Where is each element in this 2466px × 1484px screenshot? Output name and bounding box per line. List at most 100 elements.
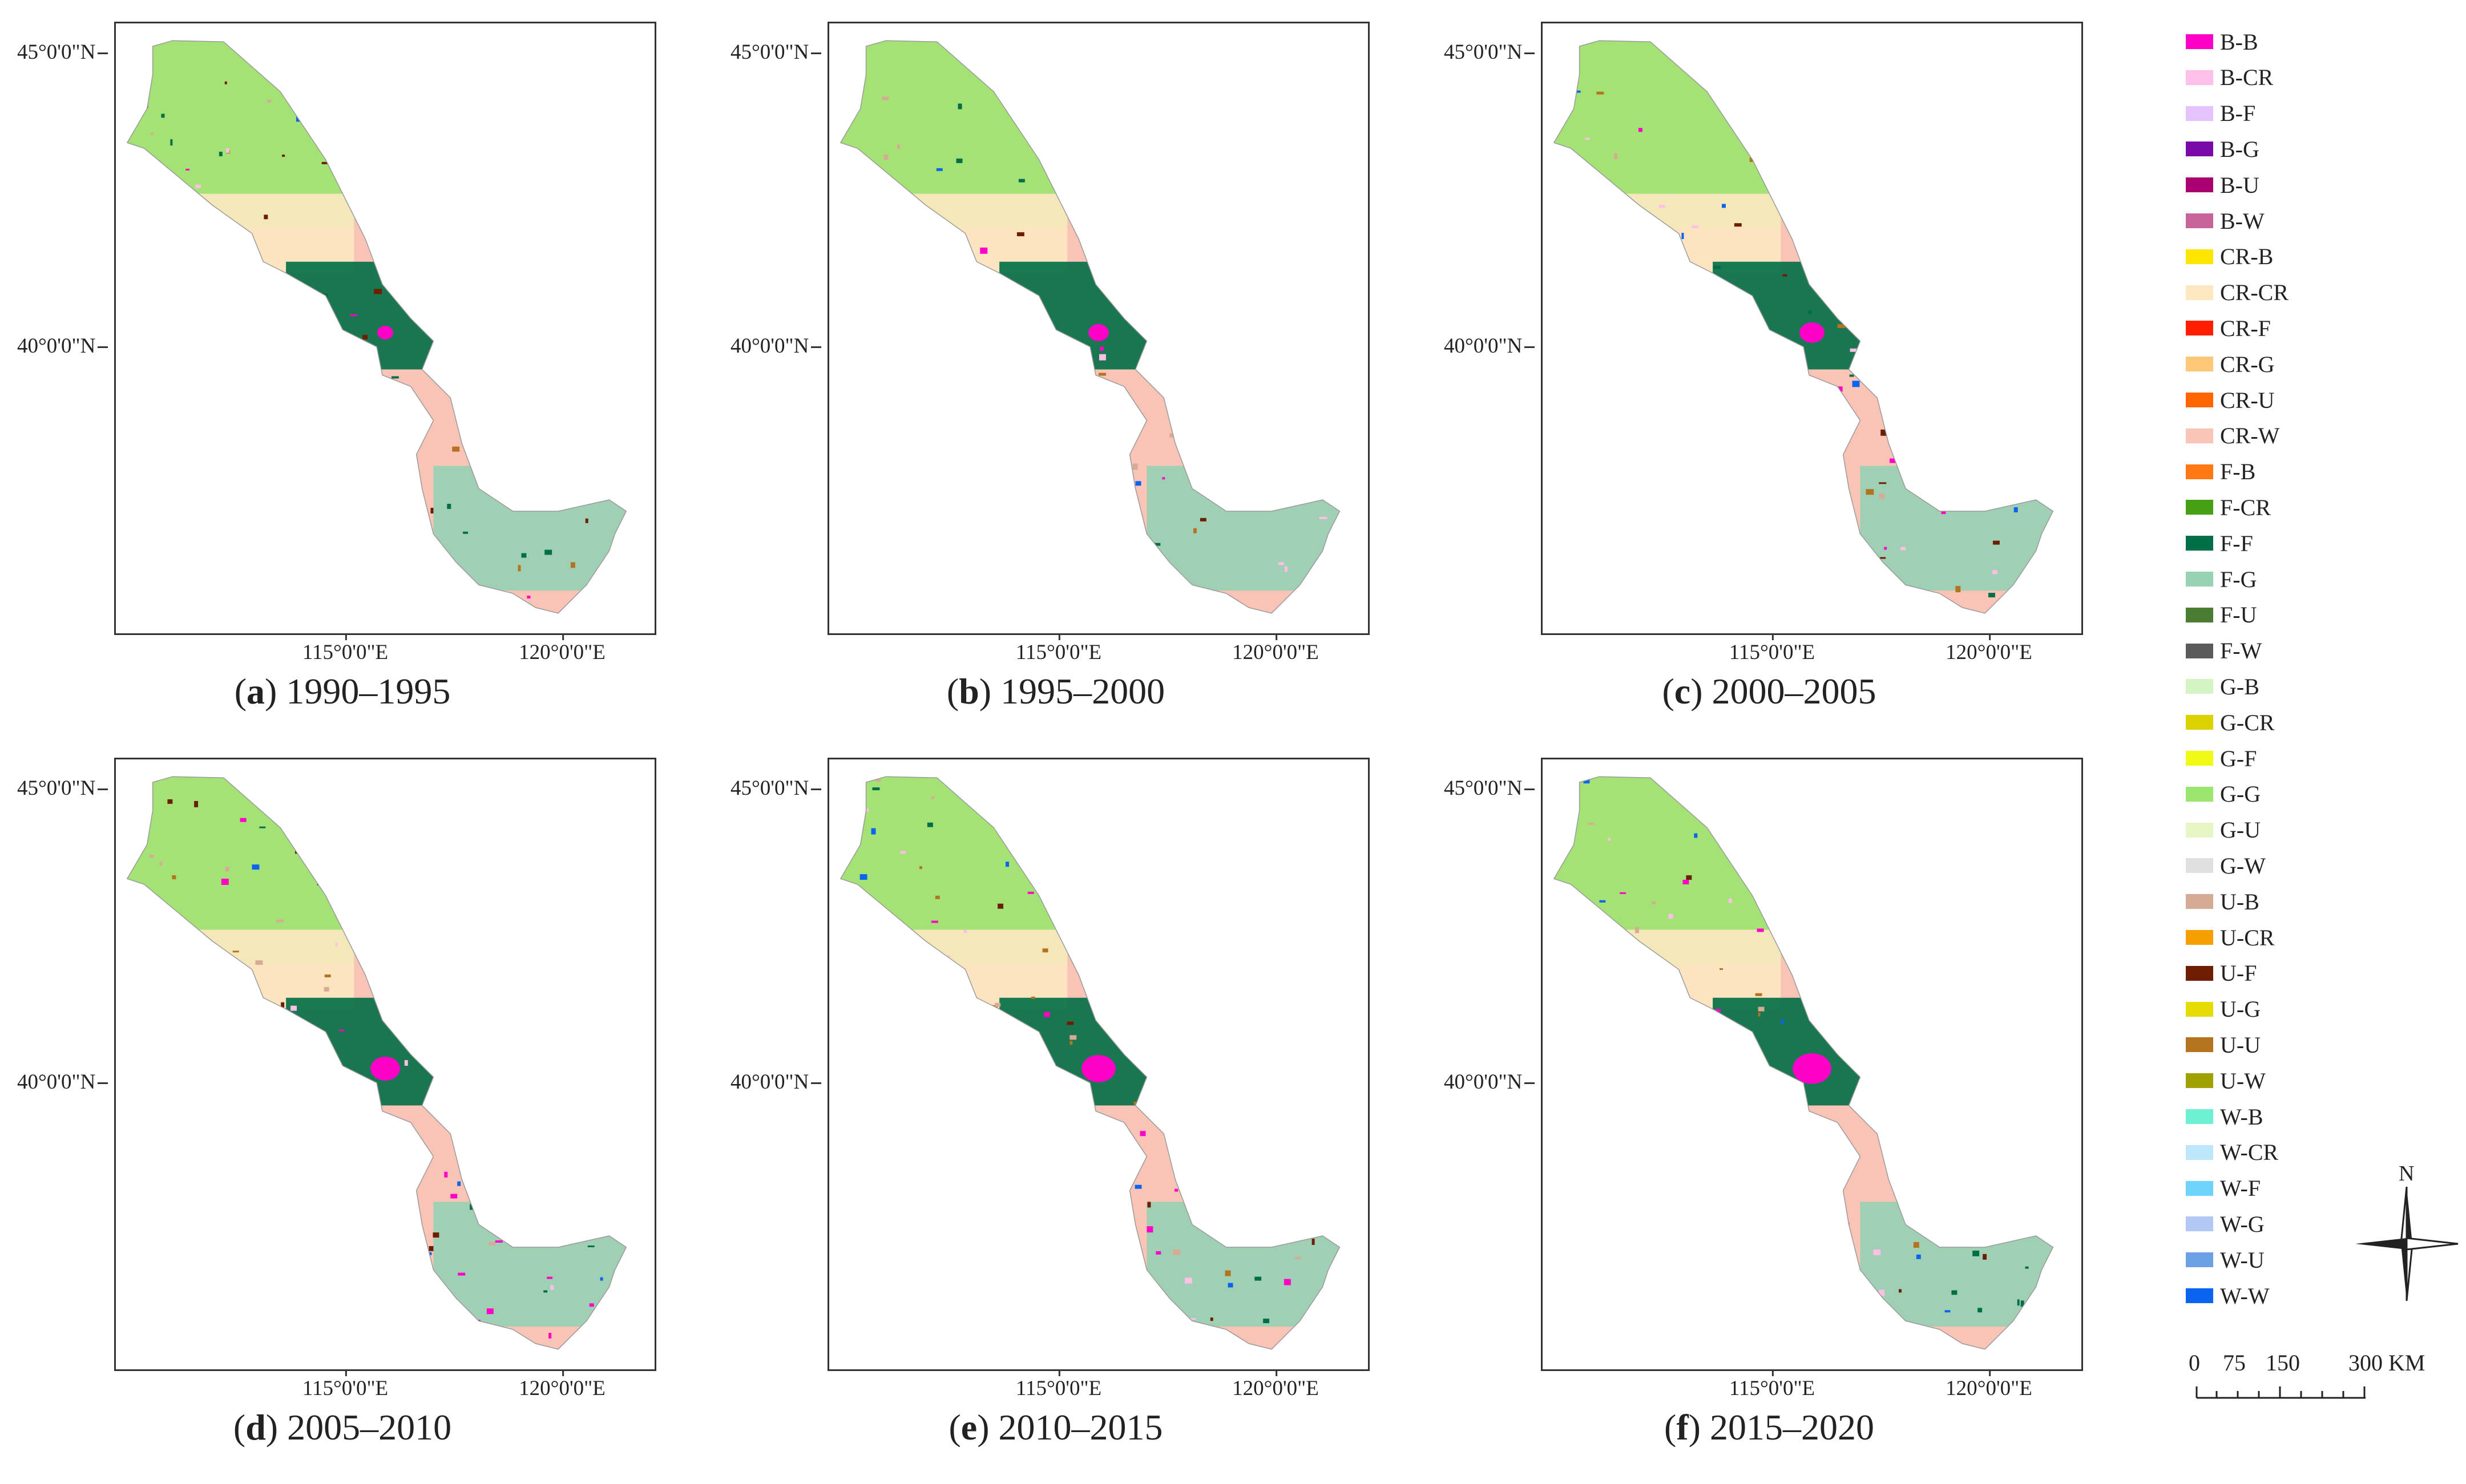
- land-patch: [1169, 240, 1176, 244]
- land-patch: [143, 480, 148, 483]
- land-patch: [318, 1185, 324, 1187]
- land-patch: [220, 354, 227, 359]
- legend-swatch: [2186, 1216, 2213, 1232]
- land-patch: [1813, 917, 1821, 921]
- land-patch: [1018, 1099, 1023, 1103]
- land-patch: [566, 832, 573, 836]
- legend-swatch: [2186, 464, 2213, 479]
- land-patch: [282, 1175, 290, 1180]
- legend-item: U-CR: [2186, 923, 2275, 952]
- legend-swatch: [2186, 536, 2213, 551]
- land-patch: [2043, 1337, 2046, 1343]
- land-patch: [448, 126, 451, 130]
- land-patch: [544, 549, 552, 555]
- land-patch: [1977, 1308, 1983, 1313]
- land-patch: [1148, 969, 1155, 972]
- panel-letter: c: [1674, 671, 1691, 711]
- land-patch: [1760, 134, 1763, 137]
- land-patch: [204, 1153, 208, 1155]
- land-patch: [1758, 86, 1761, 91]
- land-patch: [158, 198, 163, 201]
- legend-item: B-CR: [2186, 63, 2273, 92]
- land-patch: [447, 504, 451, 509]
- land-patch: [1042, 509, 1048, 515]
- land-patch: [1993, 61, 1997, 67]
- land-patch: [1891, 1336, 1898, 1340]
- land-patch: [1203, 867, 1206, 871]
- land-patch: [271, 539, 277, 543]
- land-patch: [1684, 480, 1688, 487]
- land-patch: [1147, 1202, 1151, 1208]
- land-patch: [1941, 510, 1946, 514]
- land-patch: [1760, 578, 1766, 580]
- land-patch: [1305, 210, 1311, 215]
- land-patch: [1951, 1290, 1958, 1295]
- land-patch: [1841, 425, 1846, 428]
- land-patch: [1896, 1036, 1902, 1041]
- land-patch: [1016, 232, 1024, 237]
- land-patch: [501, 249, 504, 255]
- land-patch: [596, 372, 601, 374]
- land-patch: [1256, 1101, 1260, 1105]
- land-patch: [875, 779, 881, 782]
- land-patch: [1942, 140, 1948, 145]
- land-patch: [389, 438, 395, 442]
- land-patch: [854, 1058, 857, 1061]
- land-patch: [1944, 1310, 1951, 1313]
- legend-item: F-G: [2186, 565, 2257, 593]
- land-patch: [1681, 233, 1684, 239]
- land-patch: [1837, 783, 1841, 786]
- land-patch: [1249, 319, 1256, 325]
- land-patch: [460, 1082, 464, 1089]
- land-patch: [593, 819, 600, 826]
- legend-swatch: [2186, 213, 2213, 228]
- land-patch: [1644, 256, 1649, 262]
- land-patch: [1959, 235, 1967, 239]
- land-patch: [1792, 175, 1798, 181]
- land-patch: [1860, 329, 1863, 335]
- land-patch: [551, 1241, 557, 1246]
- land-patch: [538, 423, 546, 430]
- land-patch: [1233, 885, 1236, 889]
- north-label: N: [2399, 1162, 2415, 1186]
- land-patch: [133, 369, 137, 375]
- land-patch: [373, 1120, 377, 1126]
- legend-label: CR-G: [2220, 351, 2275, 377]
- land-patch: [547, 1276, 553, 1279]
- panel-caption: (f) 2015–2020: [1664, 1407, 1874, 1447]
- land-patch: [1704, 1159, 1710, 1162]
- land-patch: [595, 1218, 599, 1220]
- land-patch: [1634, 927, 1639, 933]
- land-patch: [2004, 151, 2007, 154]
- land-patch: [376, 790, 383, 796]
- land-patch: [228, 1315, 231, 1317]
- land-patch: [264, 215, 268, 220]
- legend-item: F-B: [2186, 458, 2255, 486]
- land-patch: [1232, 456, 1239, 462]
- legend-label: CR-F: [2220, 315, 2271, 341]
- land-patch: [1660, 491, 1665, 495]
- region-outline: [840, 776, 1341, 1350]
- land-patch: [1890, 458, 1896, 463]
- land-patch: [1059, 1298, 1065, 1303]
- land-patch: [1989, 893, 1993, 897]
- land-patch: [504, 806, 509, 812]
- map-panel-b: 45°0'0"N 40°0'0"N 115°0'0"E 120°0'0"E (b) 19…: [713, 0, 1370, 713]
- legend-item: B-U: [2186, 171, 2259, 199]
- land-patch: [1022, 406, 1029, 411]
- land-patch: [1688, 338, 1695, 345]
- lon-label: 120°0'0"E: [1946, 633, 2032, 664]
- land-patch: [1567, 1102, 1571, 1105]
- legend-label: F-U: [2220, 602, 2257, 628]
- land-patch: [1188, 1180, 1190, 1186]
- land-patch: [563, 1178, 571, 1180]
- land-patch: [1808, 310, 1812, 314]
- land-patch: [1263, 1319, 1270, 1324]
- region-outline: [126, 40, 627, 614]
- land-patch: [954, 1128, 959, 1132]
- land-patch: [1559, 107, 1567, 112]
- land-patch: [1317, 1071, 1325, 1074]
- lat-label: 40°0'0"N: [1444, 1070, 1535, 1094]
- land-patch: [1031, 996, 1035, 999]
- land-patch: [444, 1171, 448, 1178]
